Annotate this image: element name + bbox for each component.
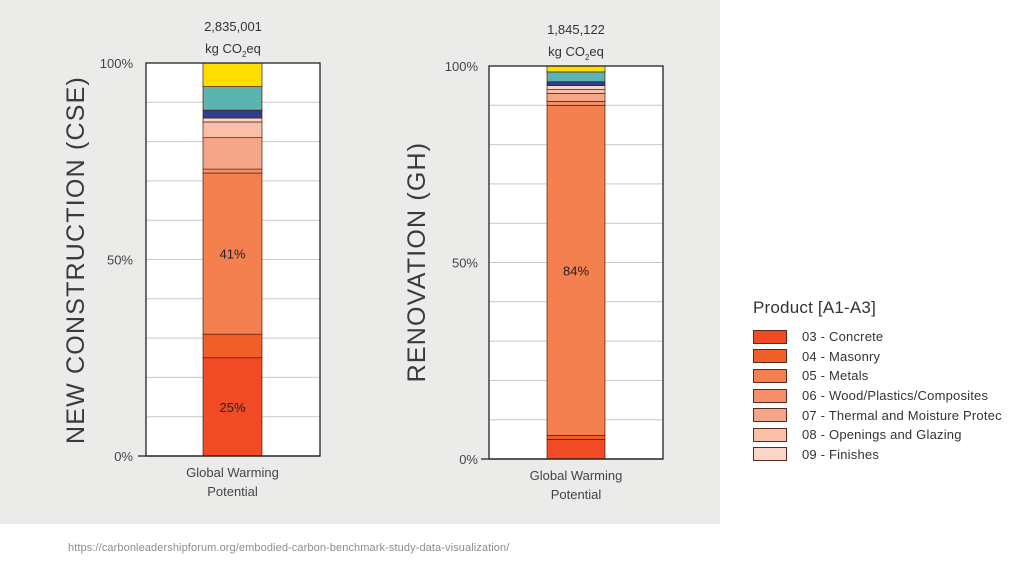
y-tick-label: 50% [107,253,133,268]
bar-segment-1 [546,439,606,460]
legend-label: 03 - Concrete [802,329,884,345]
legend-label: 06 - Wood/Plastics/Composites [802,388,989,404]
bar-segment-5 [546,93,606,102]
legend-item: 05 - Metals [753,366,1002,386]
y-tick-label: 50% [452,256,478,271]
total-unit: kg CO2eq [548,44,604,62]
source-url: https://carbonleadershipforum.org/embodi… [68,542,510,554]
legend-swatch [753,388,787,403]
y-tick-label: 0% [114,449,133,464]
legend-label: 08 - Openings and Glazing [802,427,962,443]
chart-title: RENOVATION (GH) [403,142,431,383]
chart-title: NEW CONSTRUCTION (CSE) [62,76,90,444]
bar-segment-2 [546,435,606,440]
bar-segment-5 [202,137,263,170]
legend: Product [A1-A3] 03 - Concrete 04 - Masonr… [753,298,1002,464]
legend-item: 07 - Thermal and Moisture Protec [753,405,1002,425]
bar-segment-7 [202,117,263,123]
legend-title: Product [A1-A3] [753,298,877,317]
total-value: 1,845,122 [547,22,605,37]
segment-label: 41% [219,247,245,262]
bar-segment-10 [202,62,263,87]
bar-segment-6 [202,121,263,139]
legend-swatch [753,368,787,383]
legend-swatch [753,447,787,462]
legend-item: 06 - Wood/Plastics/Composites [753,386,1002,406]
legend-item: 09 - Finishes [753,445,1002,465]
bar-segment-9 [546,71,606,83]
bar-segment-6 [546,89,606,94]
x-category-label: Potential [551,487,602,502]
bar-segment-9 [202,86,263,111]
bar-segment-3 [202,172,263,335]
y-tick-label: 100% [445,59,479,74]
bar-segment-8 [546,81,606,87]
legend-swatch [753,408,787,423]
bar-segment-4 [202,168,263,174]
total-unit: kg CO2eq [205,41,261,59]
legend-label: 04 - Masonry [802,348,881,364]
chart-2: 84% 0% 50% 100% 1,845,122 kg CO2eq Global Warm… [403,22,664,502]
legend-label: 09 - Finishes [802,446,880,462]
legend-item: 03 - Concrete [753,327,1002,347]
bar-segment-2 [202,333,263,359]
y-tick-label: 0% [459,452,478,467]
legend-swatch [753,427,787,442]
bar-segment-3 [546,104,606,436]
legend-item: 04 - Masonry [753,347,1002,367]
legend-swatch [753,329,787,344]
bar-segment-4 [546,101,606,106]
legend-items: 03 - Concrete 04 - Masonry 05 - Metals 06 -… [753,327,1002,464]
bar-segment-7 [546,85,606,90]
bar-segment-10 [546,65,606,73]
legend-label: 07 - Thermal and Moisture Protec [802,407,1002,423]
charts-svg: 25% 41% 0% 50% 100% 2,835,001 kg CO2eq Global W… [62,19,664,502]
total-value: 2,835,001 [204,19,262,34]
segment-label: 25% [219,400,245,415]
bar-segment-8 [202,109,263,119]
x-category-label: Global Warming [530,468,623,483]
segment-label: 84% [563,263,589,278]
chart-1: 25% 41% 0% 50% 100% 2,835,001 kg CO2eq Global W… [62,19,321,499]
x-category-label: Global Warming [186,465,279,480]
legend-item: 08 - Openings and Glazing [753,425,1002,445]
bar-segment-1 [202,357,263,457]
x-category-label: Potential [207,484,258,499]
legend-swatch [753,349,787,364]
y-tick-label: 100% [100,56,134,71]
legend-label: 05 - Metals [802,368,869,384]
